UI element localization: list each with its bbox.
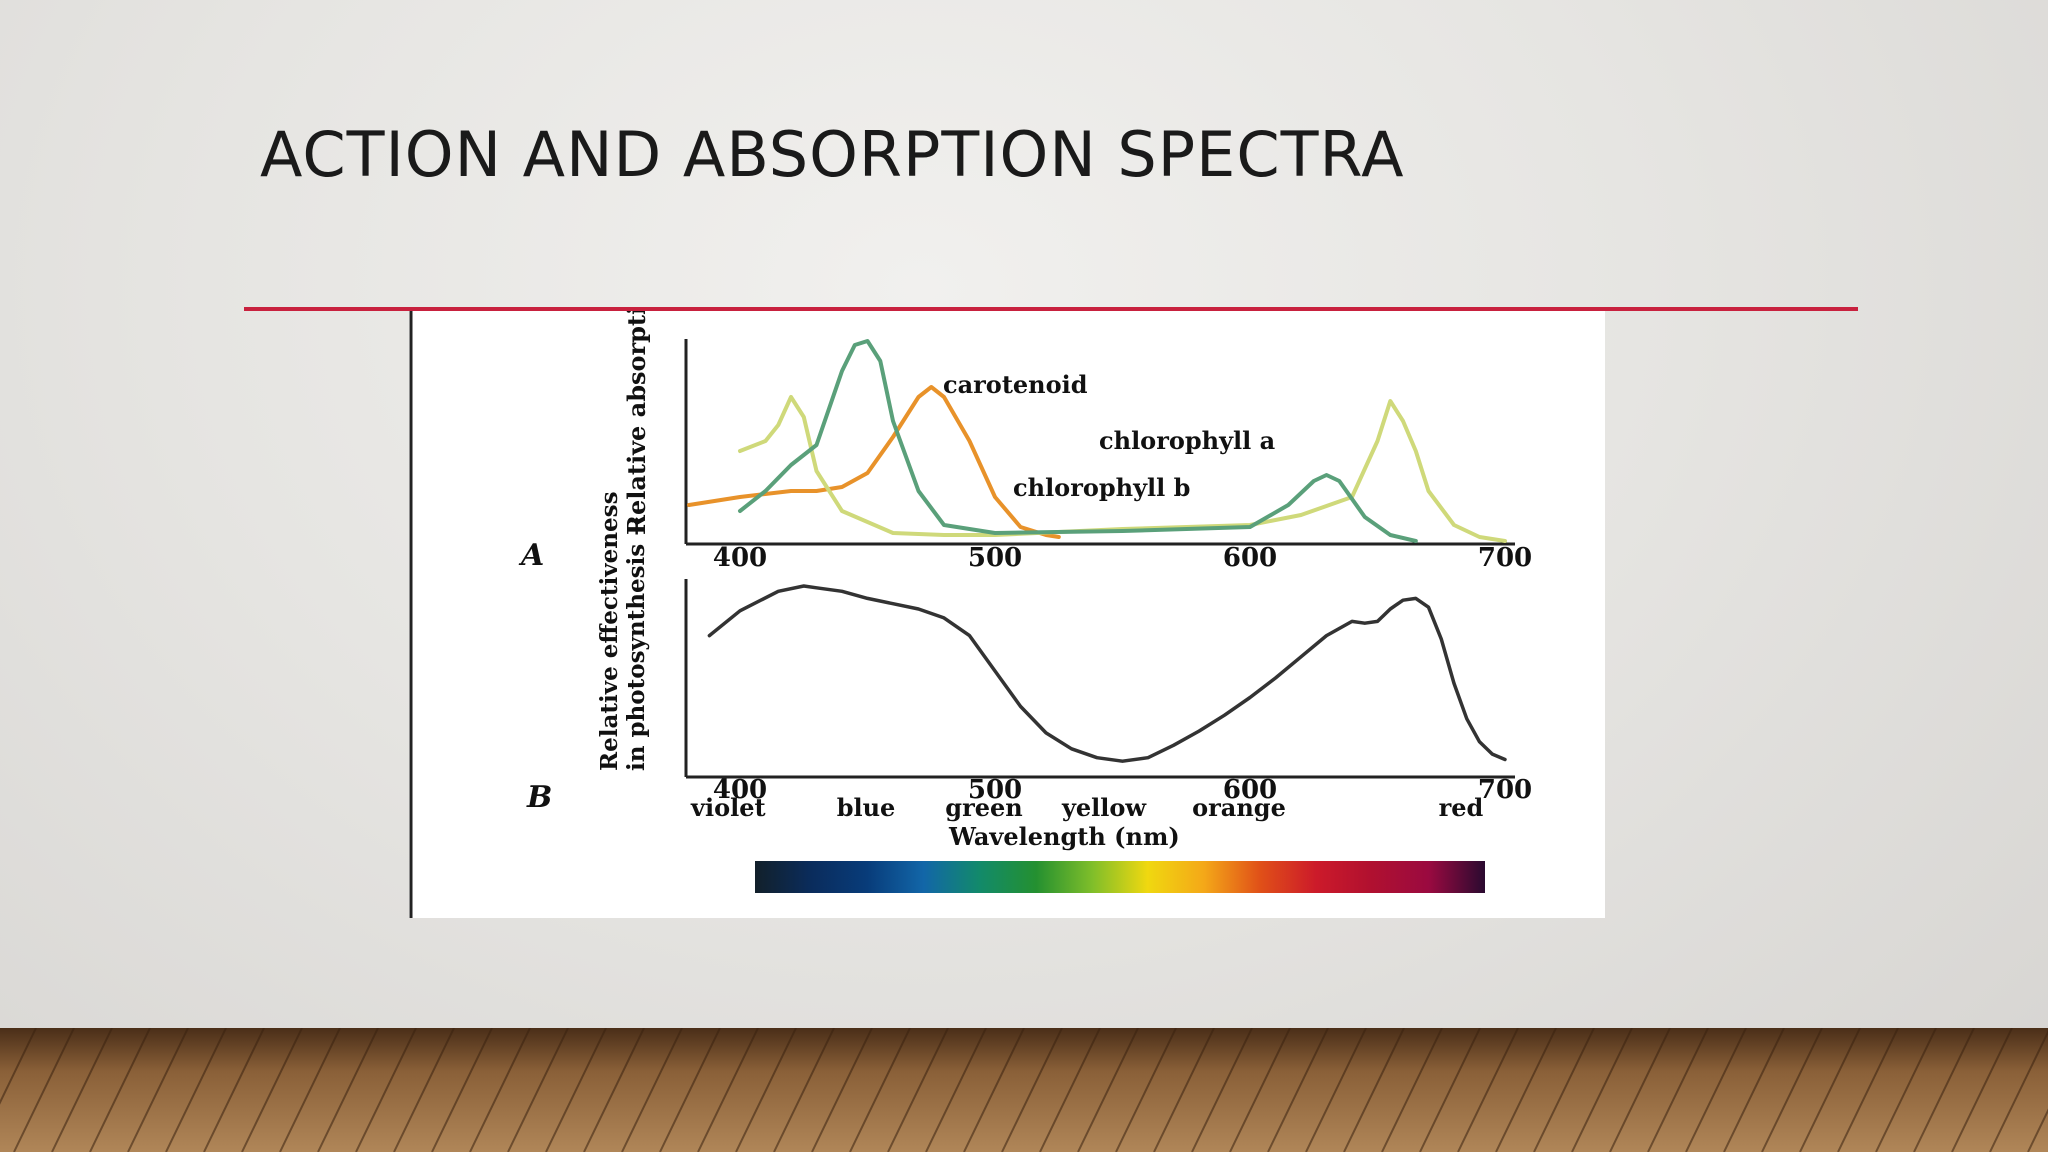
color-label-green: green — [945, 793, 1022, 822]
x-tick-label: 700 — [1478, 775, 1532, 805]
color-label-violet: violet — [690, 793, 766, 822]
panel-b-tick-labels: 400 500 600 700 — [713, 775, 1532, 805]
panel-a-series — [687, 339, 1507, 543]
carotenoid-line — [687, 385, 1061, 539]
x-tick-label: 600 — [1223, 775, 1277, 805]
panel-a: Relative absorption → 400 500 600 700 carot… — [518, 311, 1532, 573]
figure-background — [409, 311, 1605, 918]
x-tick-label: 500 — [968, 775, 1022, 805]
x-tick-label: 400 — [713, 543, 767, 573]
panel-b-ylabel-line1: Relative effectiveness — [596, 491, 623, 771]
x-tick-label: 500 — [968, 543, 1022, 573]
panel-a-ylabel: Relative absorption → — [622, 311, 651, 535]
visible-spectrum-bar — [755, 861, 1485, 893]
series-label-carotenoid: carotenoid — [943, 370, 1088, 399]
panel-b-xlabel: Wavelength (nm) — [948, 822, 1180, 851]
panel-a-tick-labels: 400 500 600 700 — [713, 543, 1532, 573]
chlorophyll-b-line — [738, 339, 1418, 543]
spectra-figure: Relative absorption → 400 500 600 700 carot… — [409, 311, 1605, 918]
panel-a-label: A — [518, 538, 544, 573]
panel-b-label: B — [526, 780, 552, 815]
color-label-yellow: yellow — [1061, 793, 1147, 822]
panel-b-series — [707, 584, 1507, 763]
color-label-blue: blue — [837, 793, 896, 822]
title-accent-line — [244, 307, 1858, 311]
x-tick-label: 700 — [1478, 543, 1532, 573]
panel-b-color-labels: violet blue green yellow orange red — [690, 793, 1484, 822]
wood-floor — [0, 1028, 2048, 1152]
action-spectrum-line — [707, 584, 1507, 763]
series-label-chlorophyll-a: chlorophyll a — [1099, 426, 1275, 455]
color-label-red: red — [1439, 793, 1484, 822]
series-label-chlorophyll-b: chlorophyll b — [1013, 473, 1190, 502]
color-label-orange: orange — [1192, 793, 1286, 822]
panel-b: Relative effectiveness in photosynthesis… — [526, 491, 1532, 851]
slide-title: ACTION AND ABSORPTION SPECTRA — [260, 118, 1405, 191]
x-tick-label: 400 — [713, 775, 767, 805]
panel-b-ylabel-line2: in photosynthesis → — [623, 516, 650, 771]
x-tick-label: 600 — [1223, 543, 1277, 573]
